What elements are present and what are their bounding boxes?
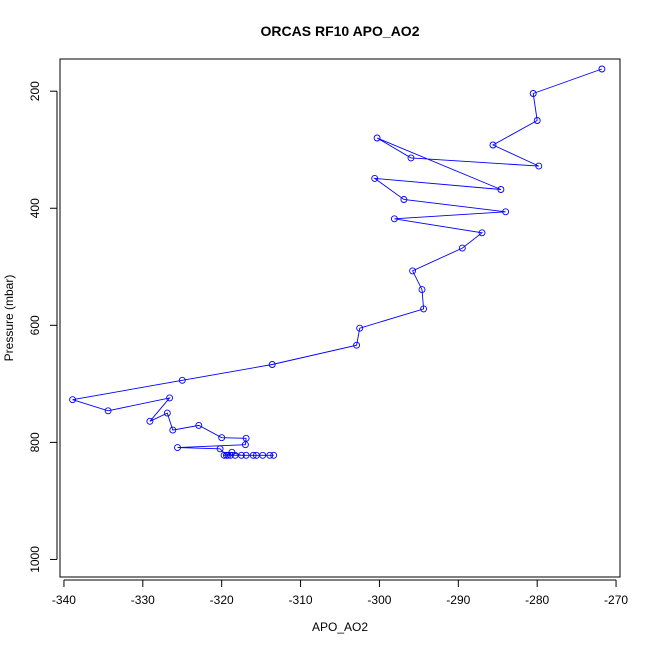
data-point: [598, 65, 606, 73]
data-point: [104, 407, 112, 415]
data-point: [146, 417, 154, 425]
data-point: [371, 174, 379, 182]
x-tick-label: -310: [289, 593, 313, 607]
data-point: [533, 117, 541, 124]
data-point: [231, 451, 239, 459]
data-point: [458, 244, 466, 252]
data-point: [497, 186, 505, 193]
data-point: [252, 451, 260, 459]
x-axis-label: APO_AO2: [312, 620, 368, 634]
data-point: [169, 426, 177, 434]
x-tick-label: -270: [604, 593, 628, 607]
data-point: [249, 451, 257, 459]
data-point: [195, 421, 203, 429]
data-point: [418, 286, 426, 294]
data-point: [166, 394, 174, 402]
chart-title: ORCAS RF10 APO_AO2: [261, 23, 420, 39]
data-point: [216, 445, 224, 453]
data-point: [174, 444, 181, 452]
data-point: [400, 196, 408, 203]
data-point: [478, 229, 486, 237]
data-point: [353, 341, 361, 349]
data-point: [224, 451, 232, 459]
y-tick-label: 1000: [28, 546, 42, 573]
x-tick-label: -280: [525, 593, 549, 607]
data-point: [69, 396, 77, 404]
data-point: [163, 409, 171, 417]
data-point: [241, 441, 249, 449]
x-tick-label: -330: [131, 593, 155, 607]
series-line: [72, 68, 603, 456]
y-tick-label: 400: [28, 198, 42, 218]
x-axis: -340 -330 -320 -310 -300 -290 -280 -270: [52, 579, 628, 607]
data-point: [268, 361, 276, 368]
y-axis-label: Pressure (mbar): [2, 275, 16, 362]
x-tick-label: -340: [52, 593, 76, 607]
data-point: [502, 208, 510, 216]
data-point: [420, 305, 428, 313]
y-tick-label: 600: [28, 315, 42, 335]
data-point: [270, 451, 278, 459]
y-tick-label: 200: [28, 81, 42, 101]
data-point: [409, 267, 417, 275]
data-point: [266, 451, 274, 459]
data-point: [242, 434, 250, 442]
x-tick-label: -300: [367, 593, 391, 607]
y-tick-label: 800: [28, 432, 42, 452]
data-point: [356, 324, 364, 332]
data-point: [390, 215, 398, 223]
x-tick-label: -320: [210, 593, 234, 607]
data-point: [218, 434, 226, 442]
data-point: [407, 154, 415, 162]
series-layer: [69, 65, 606, 459]
data-point: [535, 162, 543, 170]
data-point: [226, 451, 234, 459]
plot-frame: [59, 58, 621, 578]
data-point: [489, 141, 497, 149]
x-tick-label: -290: [446, 593, 470, 607]
data-point: [178, 376, 186, 384]
data-point: [529, 90, 537, 97]
y-axis: 200 400 600 800 1000: [28, 81, 58, 573]
data-point: [373, 134, 381, 142]
data-point: [242, 451, 250, 459]
